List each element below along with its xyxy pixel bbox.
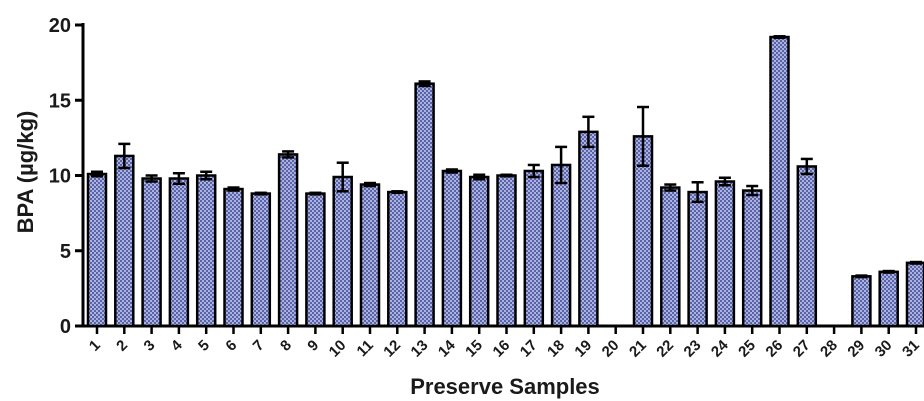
y-tick-label: 0 — [60, 316, 71, 338]
x-tick-label: 18 — [544, 337, 568, 361]
bar — [223, 187, 244, 328]
x-tick-label: 21 — [626, 337, 650, 361]
x-tick-label: 16 — [490, 337, 514, 361]
bar — [305, 192, 326, 328]
bar — [387, 190, 408, 328]
x-tick-label: 28 — [817, 337, 841, 361]
x-tick-label: 2 — [113, 337, 131, 355]
x-tick-label: 25 — [735, 337, 759, 361]
bar — [741, 189, 763, 328]
y-tick-label: 10 — [49, 166, 71, 188]
x-tick-label: 7 — [250, 337, 268, 355]
x-tick-label: 12 — [380, 337, 404, 361]
bar — [168, 177, 190, 328]
bar — [114, 154, 135, 328]
x-tick-label: 11 — [354, 337, 377, 360]
bar — [796, 165, 818, 328]
bar — [468, 175, 490, 328]
x-tick-label: 9 — [304, 337, 322, 355]
y-axis: 0 5 10 15 20 — [49, 15, 85, 338]
bar — [687, 190, 708, 328]
bar — [359, 183, 381, 328]
bar — [905, 261, 924, 328]
bar — [769, 35, 790, 328]
x-tick-label: 27 — [790, 337, 814, 361]
x-tick-label: 15 — [462, 337, 486, 361]
bar — [714, 180, 736, 328]
x-tick-label: 14 — [435, 336, 459, 360]
bar — [441, 169, 463, 328]
bar — [878, 270, 899, 328]
bar — [851, 275, 872, 328]
x-tick-label: 10 — [326, 337, 350, 361]
bar — [86, 172, 108, 328]
x-tick-label: 20 — [599, 337, 623, 361]
y-tick-label: 5 — [60, 241, 71, 263]
bar — [250, 192, 272, 328]
y-tick-label: 15 — [49, 90, 71, 112]
bar — [523, 169, 545, 328]
x-tick-label: 1 — [86, 337, 104, 355]
x-tick-label: 19 — [571, 337, 595, 361]
x-tick-label: 3 — [141, 337, 159, 355]
x-axis: 1 2 3 4 5 6 7 8 9 10 11 12 13 14 15 16 17 18 19 20 21 22 23 24 2… — [82, 324, 924, 361]
bar — [277, 153, 299, 328]
x-axis-title: Preserve Samples — [410, 374, 600, 399]
x-tick-label: 31 — [899, 337, 923, 361]
x-tick-label: 5 — [195, 337, 213, 355]
x-tick-label: 26 — [763, 337, 787, 361]
error-bars-group — [91, 35, 922, 279]
x-tick-label: 22 — [653, 337, 677, 361]
x-tick-label: 30 — [872, 337, 896, 361]
x-tick-label: 13 — [408, 337, 432, 361]
y-tick-label: 20 — [49, 15, 71, 37]
x-tick-label: 8 — [277, 337, 295, 355]
bar — [195, 174, 217, 328]
x-tick-label: 29 — [844, 337, 868, 361]
bar — [550, 163, 572, 328]
x-tick-label: 23 — [681, 337, 705, 361]
x-tick-label: 17 — [517, 337, 541, 361]
bar — [578, 130, 599, 328]
bar — [496, 174, 517, 328]
bar — [414, 82, 435, 328]
bar — [660, 186, 681, 328]
bar — [141, 177, 162, 328]
x-tick-label: 4 — [168, 336, 186, 354]
bar — [332, 175, 353, 328]
x-tick-label: 24 — [708, 336, 732, 360]
bars-group — [86, 35, 924, 328]
x-tick-label: 6 — [222, 337, 240, 355]
y-axis-title: BPA (µg/kg) — [13, 111, 38, 234]
